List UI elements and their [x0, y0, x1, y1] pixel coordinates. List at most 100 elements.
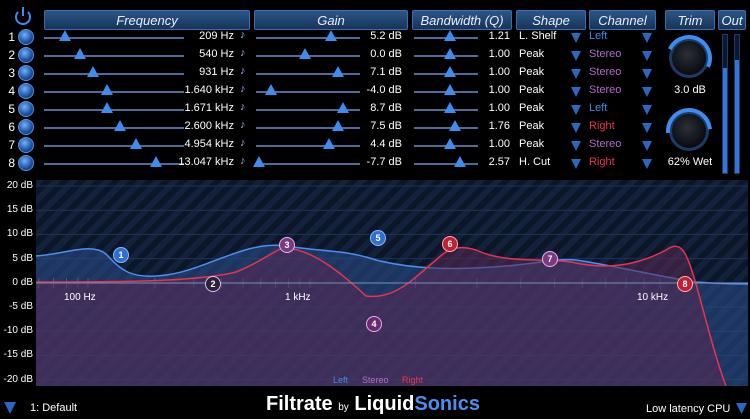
band-enable-button[interactable]: [18, 155, 34, 171]
q-slider-track[interactable]: [414, 127, 478, 129]
gain-slider-track[interactable]: [256, 145, 360, 147]
band-enable-button[interactable]: [18, 29, 34, 45]
frequency-slider-thumb[interactable]: [87, 66, 99, 77]
gain-slider-thumb[interactable]: [332, 120, 344, 131]
channel-select[interactable]: Left: [589, 30, 608, 42]
shape-select[interactable]: Peak: [519, 84, 545, 96]
channel-dropdown-icon[interactable]: [642, 69, 652, 79]
q-slider-thumb[interactable]: [449, 120, 461, 131]
note-icon[interactable]: ♪: [240, 65, 246, 77]
shape-dropdown-icon[interactable]: [571, 69, 581, 79]
gain-slider-thumb[interactable]: [337, 102, 349, 113]
shape-select[interactable]: Peak: [519, 120, 545, 132]
channel-dropdown-icon[interactable]: [642, 51, 652, 61]
band-node-3[interactable]: 3: [279, 237, 295, 253]
channel-dropdown-icon[interactable]: [642, 159, 652, 169]
channel-select[interactable]: Left: [589, 102, 608, 114]
band-enable-button[interactable]: [18, 137, 34, 153]
shape-dropdown-icon[interactable]: [571, 33, 581, 43]
band-node-2[interactable]: 2: [205, 276, 221, 292]
band-enable-button[interactable]: [18, 83, 34, 99]
note-icon[interactable]: ♪: [240, 119, 246, 131]
channel-select[interactable]: Stereo: [589, 48, 622, 60]
shape-select[interactable]: Peak: [519, 66, 545, 78]
shape-select[interactable]: H. Cut: [519, 156, 551, 168]
eq-graph[interactable]: [36, 180, 748, 386]
channel-dropdown-icon[interactable]: [642, 33, 652, 43]
channel-select[interactable]: Stereo: [589, 138, 622, 150]
frequency-slider-thumb[interactable]: [150, 156, 162, 167]
band-node-6[interactable]: 6: [442, 236, 458, 252]
band-node-8[interactable]: 8: [677, 276, 693, 292]
band-node-7[interactable]: 7: [542, 251, 558, 267]
q-slider-thumb[interactable]: [454, 156, 466, 167]
shape-dropdown-icon[interactable]: [571, 51, 581, 61]
channel-dropdown-icon[interactable]: [642, 123, 652, 133]
band-enable-button[interactable]: [18, 47, 34, 63]
frequency-slider-track[interactable]: [44, 73, 184, 75]
shape-dropdown-icon[interactable]: [571, 141, 581, 151]
band-enable-button[interactable]: [18, 119, 34, 135]
gain-slider-track[interactable]: [256, 109, 360, 111]
frequency-slider-thumb[interactable]: [101, 84, 113, 95]
shape-select[interactable]: L. Shelf: [519, 30, 557, 42]
frequency-slider-track[interactable]: [44, 37, 184, 39]
trim-knob[interactable]: [669, 38, 709, 78]
shape-dropdown-icon[interactable]: [571, 159, 581, 169]
frequency-slider-thumb[interactable]: [101, 102, 113, 113]
gain-slider-thumb[interactable]: [323, 138, 335, 149]
q-slider-thumb[interactable]: [444, 30, 456, 41]
shape-dropdown-icon[interactable]: [571, 105, 581, 115]
wet-knob[interactable]: [669, 111, 709, 151]
band-node-4[interactable]: 4: [366, 316, 382, 332]
shape-dropdown-icon[interactable]: [571, 123, 581, 133]
channel-select[interactable]: Stereo: [589, 84, 622, 96]
channel-select[interactable]: Stereo: [589, 66, 622, 78]
note-icon[interactable]: ♪: [240, 47, 246, 59]
gain-slider-track[interactable]: [256, 127, 360, 129]
channel-dropdown-icon[interactable]: [642, 141, 652, 151]
frequency-slider-track[interactable]: [44, 163, 184, 165]
band-node-1[interactable]: 1: [113, 247, 129, 263]
q-slider-thumb[interactable]: [444, 138, 456, 149]
channel-select[interactable]: Right: [589, 156, 615, 168]
channel-dropdown-icon[interactable]: [642, 105, 652, 115]
frequency-slider-track[interactable]: [44, 55, 184, 57]
q-slider-thumb[interactable]: [444, 84, 456, 95]
frequency-slider-thumb[interactable]: [114, 120, 126, 131]
shape-select[interactable]: Peak: [519, 48, 545, 60]
gain-slider-track[interactable]: [256, 37, 360, 39]
note-icon[interactable]: ♪: [240, 137, 246, 149]
shape-select[interactable]: Peak: [519, 138, 545, 150]
q-slider-track[interactable]: [414, 163, 478, 165]
frequency-slider-track[interactable]: [44, 91, 184, 93]
cpu-dropdown-icon[interactable]: [736, 403, 747, 414]
power-icon[interactable]: [15, 9, 31, 25]
frequency-slider-track[interactable]: [44, 109, 184, 111]
shape-select[interactable]: Peak: [519, 102, 545, 114]
gain-slider-thumb[interactable]: [265, 84, 277, 95]
gain-slider-track[interactable]: [256, 163, 360, 165]
band-enable-button[interactable]: [18, 65, 34, 81]
preset-dropdown-icon[interactable]: [4, 402, 16, 414]
note-icon[interactable]: ♪: [240, 83, 246, 95]
gain-slider-thumb[interactable]: [325, 30, 337, 41]
frequency-slider-track[interactable]: [44, 145, 184, 147]
channel-select[interactable]: Right: [589, 120, 615, 132]
preset-name[interactable]: 1: Default: [30, 402, 78, 414]
frequency-slider-thumb[interactable]: [130, 138, 142, 149]
q-slider-thumb[interactable]: [444, 48, 456, 59]
note-icon[interactable]: ♪: [240, 29, 246, 41]
q-slider-thumb[interactable]: [444, 66, 456, 77]
gain-slider-thumb[interactable]: [299, 48, 311, 59]
gain-slider-thumb[interactable]: [253, 156, 265, 167]
band-node-5[interactable]: 5: [370, 230, 386, 246]
frequency-slider-thumb[interactable]: [59, 30, 71, 41]
gain-slider-track[interactable]: [256, 91, 360, 93]
q-slider-thumb[interactable]: [444, 102, 456, 113]
gain-slider-thumb[interactable]: [332, 66, 344, 77]
cpu-mode[interactable]: Low latency CPU: [646, 403, 731, 415]
note-icon[interactable]: ♪: [240, 155, 246, 167]
note-icon[interactable]: ♪: [240, 101, 246, 113]
channel-dropdown-icon[interactable]: [642, 87, 652, 97]
